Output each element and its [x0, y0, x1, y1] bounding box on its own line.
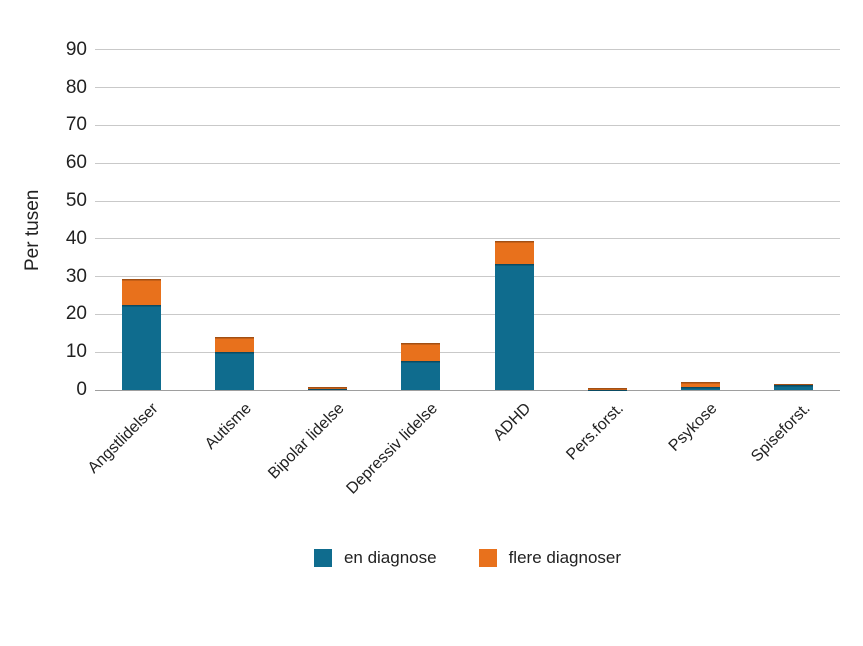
bar-segment [587, 387, 627, 390]
gridline [95, 238, 840, 240]
gridline [95, 313, 840, 315]
legend: en diagnose flere diagnoser [95, 548, 840, 568]
bar-segment [215, 337, 255, 352]
y-tick-label: 0 [76, 379, 87, 400]
y-tick-label: 60 [65, 152, 87, 174]
bar-segment [680, 386, 720, 390]
x-tick-label: Depressiv lidelse [343, 400, 441, 498]
bar-segment [215, 351, 255, 390]
bar-segment [308, 386, 348, 389]
y-tick-label: 80 [65, 76, 87, 98]
gridline [95, 276, 840, 278]
x-tick-label: Psykose [665, 400, 721, 455]
legend-swatch-flere-diagnoser [478, 549, 497, 567]
y-tick-label: 90 [65, 38, 87, 60]
y-tick-label: 10 [65, 341, 87, 363]
x-tick-label: Autisme [201, 400, 255, 453]
legend-swatch-en-diagnose [313, 549, 332, 567]
bar-segment [773, 385, 813, 390]
gridline [95, 351, 840, 353]
gridline [95, 162, 840, 164]
y-tick-label: 50 [65, 190, 87, 211]
bar-segment [122, 305, 162, 390]
gridline [95, 200, 840, 202]
legend-label-en-diagnose: en diagnose [343, 548, 437, 567]
y-tick-label: 40 [65, 227, 87, 249]
bar-segment [401, 361, 441, 390]
bar-segment [494, 241, 534, 265]
gridline [95, 124, 840, 126]
y-tick-label: 30 [65, 265, 87, 287]
legend-item-en-diagnose: en diagnose [313, 548, 437, 568]
bar-segment [494, 264, 534, 390]
gridline [95, 87, 840, 89]
x-tick-label: Spiseforst. [747, 400, 814, 466]
x-axis-line [95, 390, 840, 391]
x-tick-label: ADHD [489, 400, 535, 445]
bar-segment [587, 389, 627, 391]
bar-segment [308, 388, 348, 390]
gridline [95, 49, 840, 51]
x-tick-label: Bipolar lidelse [265, 400, 348, 483]
bar-segment [773, 384, 813, 386]
x-tick-label: Pers.forst. [563, 400, 628, 464]
x-tick-label: Angstlidelser [84, 400, 162, 477]
legend-label-flere-diagnoser: flere diagnoser [508, 548, 622, 567]
bar-segment [122, 278, 162, 306]
y-tick-label: 20 [65, 303, 87, 325]
bar-segment [680, 382, 720, 387]
y-tick-label: 70 [65, 114, 87, 136]
bar-segment [401, 342, 441, 362]
legend-item-flere-diagnoser: flere diagnoser [478, 548, 622, 568]
